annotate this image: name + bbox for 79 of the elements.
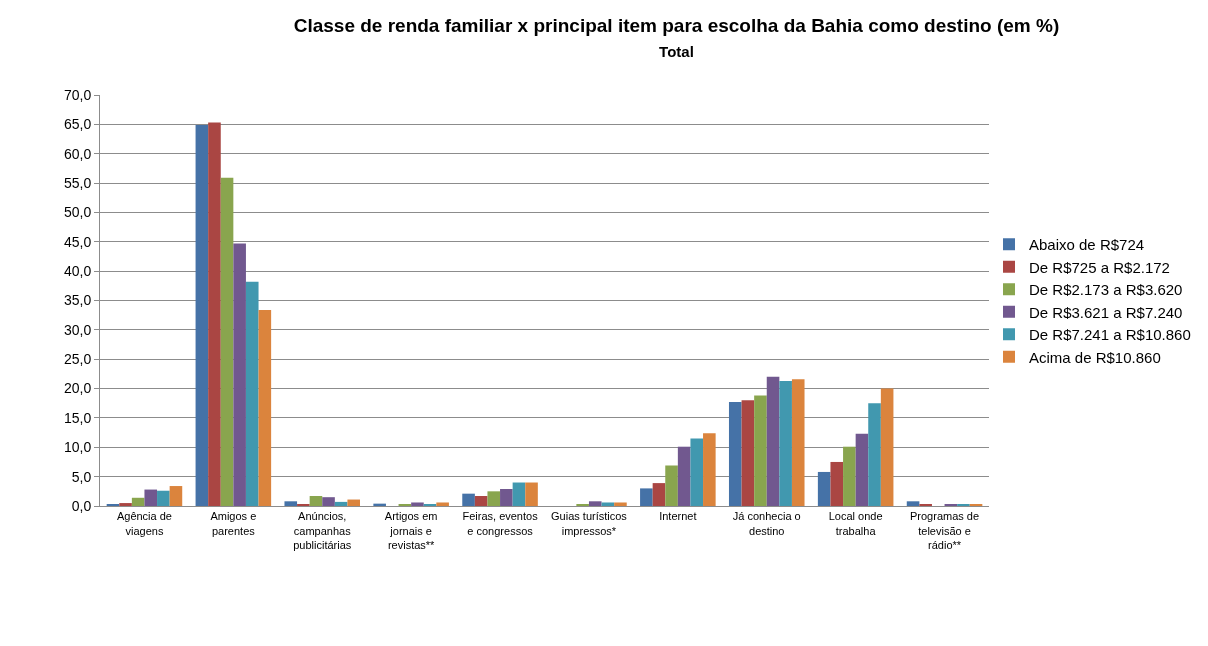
x-tick-label: Já conhecia o destino: [732, 510, 801, 537]
x-tick-label: Guias turísticos impressos*: [551, 510, 628, 537]
bar: [665, 465, 678, 506]
bar: [258, 309, 272, 506]
bar: [791, 379, 805, 506]
bar: [766, 376, 780, 506]
bar: [728, 402, 742, 506]
y-tick-label: 20,0: [63, 380, 92, 397]
bar: [500, 488, 513, 506]
chart-title: Classe de renda familiar x principal item para escolha da Bahia como destino (em %): [293, 15, 1060, 37]
bar: [462, 493, 475, 506]
x-tick-label: Artigos em jornais e revistas**: [384, 510, 438, 551]
bar: [119, 503, 132, 506]
bar: [525, 482, 538, 506]
y-tick-label: 15,0: [63, 409, 92, 426]
y-tick-label: 30,0: [63, 321, 92, 338]
x-tick-label: Feiras, eventos e congressos: [462, 510, 539, 537]
bar: [652, 483, 666, 506]
bar: [830, 461, 844, 506]
bar: [322, 497, 335, 506]
y-tick-label: 40,0: [63, 263, 92, 280]
bar: [779, 380, 792, 506]
bar: [880, 388, 894, 506]
x-tick-label: Internet: [659, 510, 697, 523]
x-tick-label: Local onde trabalha: [828, 510, 883, 537]
bar: [868, 403, 881, 506]
bar: [906, 501, 920, 506]
legend-label: Abaixo de R$724: [1029, 236, 1145, 254]
bar: [144, 489, 158, 506]
bar: [843, 446, 856, 506]
bar: [614, 502, 627, 506]
bar: [690, 438, 704, 506]
bar: [131, 497, 145, 506]
bar: [855, 433, 869, 506]
bar: [169, 486, 183, 506]
x-tick-label: Programas de televisão e rádio**: [910, 510, 980, 551]
bar: [474, 496, 488, 506]
bar: [436, 502, 449, 506]
legend-label: De R$3.621 a R$7.240: [1029, 303, 1183, 321]
bar: [347, 499, 361, 506]
y-tick-label: 50,0: [63, 204, 92, 221]
bar: [233, 243, 246, 506]
bar: [157, 490, 170, 506]
legend-label: De R$7.241 a R$10.860: [1029, 326, 1191, 344]
bar: [411, 502, 424, 506]
y-tick-label: 60,0: [63, 145, 92, 162]
bar: [588, 501, 602, 506]
y-tick-label: 10,0: [63, 439, 92, 456]
bar: [284, 501, 298, 506]
bar: [817, 471, 831, 506]
x-tick-label: Amigos e parentes: [210, 510, 257, 537]
y-tick-label: 65,0: [63, 116, 92, 133]
bar: [195, 124, 209, 506]
y-tick-label: 35,0: [63, 292, 92, 309]
bar: [309, 496, 323, 506]
bar: [601, 502, 615, 506]
bar: [677, 446, 691, 506]
chart-subtitle: Total: [659, 43, 694, 60]
x-tick-label: Agência de viagens: [116, 510, 172, 537]
y-tick-label: 0,0: [71, 497, 92, 514]
bar: [334, 501, 348, 506]
legend-label: De R$725 a R$2.172: [1029, 258, 1170, 276]
legend-label: De R$2.173 a R$3.620: [1029, 281, 1183, 299]
bar: [703, 433, 716, 506]
bar: [220, 177, 234, 506]
y-tick-label: 45,0: [63, 233, 92, 250]
y-tick-label: 25,0: [63, 351, 92, 368]
bar: [208, 122, 221, 506]
y-tick-label: 55,0: [63, 174, 92, 191]
bar: [487, 491, 501, 506]
bar: [640, 488, 653, 506]
bar: [754, 395, 767, 506]
x-tick-label: Anúncios, campanhas publicitárias: [293, 510, 352, 551]
y-tick-label: 5,0: [71, 468, 92, 485]
y-tick-label: 70,0: [63, 86, 92, 103]
bar: [741, 400, 755, 506]
bar: [512, 482, 526, 506]
legend-label: Acima de R$10.860: [1029, 348, 1161, 366]
bar: [245, 281, 259, 506]
